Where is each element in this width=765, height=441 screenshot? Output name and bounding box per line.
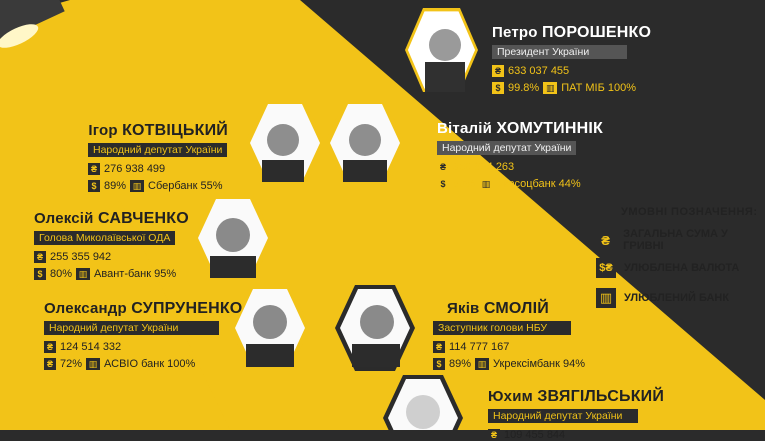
card-smolii: Яків СМОЛІЙ Заступник голови НБУ ₴ 114 7… <box>433 300 585 370</box>
last-name: САВЧЕНКО <box>97 210 189 227</box>
first-name: Віталій <box>437 120 493 137</box>
legend-bank-label: УЛЮБЛЕНИЙ БАНК <box>624 292 730 304</box>
last-name: ПОРОШЕНКО <box>541 24 652 41</box>
role-badge: Народний депутат України <box>488 409 638 423</box>
legend-currency-label: УЛЮБЛЕНА ВАЛЮТА <box>624 262 740 274</box>
total-sum-row: ₴ 114 777 167 <box>433 341 585 353</box>
bank-icon: ▥ <box>596 288 616 308</box>
role-badge: Народний депутат України <box>437 141 577 155</box>
currency-bank-row: $ 89% ▥ Сбербанк 55% <box>88 180 228 192</box>
currency-share: 99.8% <box>508 82 540 94</box>
total-sum: 633 037 455 <box>508 65 570 77</box>
last-name: КОТВІЦЬКИЙ <box>122 122 228 139</box>
bank-icon: ▥ <box>543 82 558 94</box>
dollar-icon: $ <box>34 268 46 280</box>
last-name: ЗВЯГІЛЬСЬКИЙ <box>537 388 665 405</box>
card-zviahilskyi: Юхим ЗВЯГІЛЬСЬКИЙ Народний депутат Украї… <box>488 388 664 441</box>
total-sum-row: ₴ 276 938 499 <box>88 163 228 175</box>
person-name: Олександр СУПРУНЕНКО <box>44 300 242 318</box>
currency-share: 89% <box>453 178 476 190</box>
currency-bank-row: $ 99.8% ▥ ПАТ МІБ 100% <box>492 82 651 94</box>
total-sum-row: ₴ 633 037 455 <box>492 65 651 77</box>
currency-share: 89% <box>104 180 127 192</box>
legend-bank: ▥ УЛЮБЛЕНИЙ БАНК <box>596 288 729 308</box>
hryvnia-icon: ₴ <box>596 230 616 250</box>
total-sum: 276 938 499 <box>104 163 166 175</box>
first-name: Петро <box>492 24 538 41</box>
favorite-bank: Укрсоцбанк 44% <box>497 178 581 190</box>
card-poroshenko: Петро ПОРОШЕНКО Президент України ₴ 633 … <box>492 24 651 94</box>
person-name: Ігор КОТВІЦЬКИЙ <box>88 122 228 140</box>
role-badge: Президент України <box>492 45 627 59</box>
hexagon-photos <box>193 8 478 430</box>
card-kotvitskyi: Ігор КОТВІЦЬКИЙ Народний депутат України… <box>88 122 228 192</box>
favorite-bank: Авант-банк 95% <box>94 268 177 280</box>
dollar-icon: $ <box>88 180 100 192</box>
total-sum-row: ₴ 255 355 942 <box>34 251 189 263</box>
hryvnia-icon: ₴ <box>437 161 449 173</box>
dollar-icon: $ <box>433 358 445 370</box>
currency-share: 72% <box>60 358 83 370</box>
role-badge: Голова Миколаївської ОДА <box>34 231 176 245</box>
legend-total: ₴ ЗАГАЛЬНА СУМА У ГРИВНІ <box>596 228 765 252</box>
hryvnia-icon: ₴ <box>44 358 56 370</box>
card-suprunenko: Олександр СУПРУНЕНКО Народний депутат Ук… <box>44 300 242 370</box>
dollar-icon: $ <box>492 82 504 94</box>
bank-icon: ▥ <box>76 268 91 280</box>
total-sum-row: ₴ 124 514 332 <box>44 341 242 353</box>
role-badge: Народний депутат України <box>88 143 228 157</box>
currency-bank-row: $ 89% ▥ Укрексімбанк 94% <box>433 358 585 370</box>
bank-icon: ▥ <box>86 358 101 370</box>
hryvnia-icon: ₴ <box>34 251 46 263</box>
hryvnia-icon: ₴ <box>492 65 504 77</box>
currency-share: 80% <box>50 268 73 280</box>
first-name: Ігор <box>88 122 118 139</box>
total-sum: 124 514 332 <box>60 341 122 353</box>
role-badge: Народний депутат України <box>44 321 219 335</box>
currency-bank-row: $ 80% ▥ Авант-банк 95% <box>34 268 189 280</box>
favorite-bank: Сбербанк 55% <box>148 180 223 192</box>
hryvnia-icon: ₴ <box>44 341 56 353</box>
last-name: СУПРУНЕНКО <box>131 300 243 317</box>
person-name: Олексій САВЧЕНКО <box>34 210 189 228</box>
favorite-bank: Укрексімбанк 94% <box>493 358 586 370</box>
role-badge: Заступник голови НБУ <box>433 321 571 335</box>
last-name: ХОМУТИННІК <box>496 120 603 137</box>
first-name: Юхим <box>488 388 533 405</box>
person-name: Петро ПОРОШЕНКО <box>492 24 651 42</box>
total-sum: 114 777 167 <box>449 341 510 353</box>
first-name: Олександр <box>44 300 127 317</box>
person-name: Віталій ХОМУТИННІК <box>437 120 603 138</box>
total-sum: 368 834 263 <box>453 161 515 173</box>
total-sum: 255 355 942 <box>50 251 112 263</box>
currency-bank-row: ₴ 72% ▥ АСВІО банк 100% <box>44 358 242 370</box>
bank-icon: ▥ <box>475 358 490 370</box>
card-savchenko: Олексій САВЧЕНКО Голова Миколаївської ОД… <box>34 210 189 280</box>
lamp-icon <box>0 0 65 48</box>
person-name: Яків СМОЛІЙ <box>433 300 585 318</box>
bank-icon: ▥ <box>479 178 494 190</box>
legend-currency: $₴ УЛЮБЛЕНА ВАЛЮТА <box>596 258 739 278</box>
bank-icon: ▥ <box>130 180 145 192</box>
person-name: Юхим ЗВЯГІЛЬСЬКИЙ <box>488 388 664 406</box>
currency-bank-row: $ 89% ▥ Укрсоцбанк 44% <box>437 178 603 190</box>
currency-share: 89% <box>449 358 472 370</box>
first-name: Олексій <box>34 210 94 227</box>
hryvnia-icon: ₴ <box>433 341 445 353</box>
legend-title: УМОВНІ ПОЗНАЧЕННЯ: <box>621 206 758 218</box>
currency-icon: $₴ <box>596 258 616 278</box>
hryvnia-icon: ₴ <box>88 163 100 175</box>
card-khomutynnik: Віталій ХОМУТИННІК Народний депутат Укра… <box>437 120 603 190</box>
first-name: Яків <box>447 300 480 317</box>
hryvnia-icon: ₴ <box>488 429 500 441</box>
dark-wedge <box>0 200 230 430</box>
favorite-bank: ПАТ МІБ 100% <box>561 82 636 94</box>
dollar-icon: $ <box>437 178 449 190</box>
last-name: СМОЛІЙ <box>483 300 549 317</box>
legend-total-label: ЗАГАЛЬНА СУМА У ГРИВНІ <box>623 228 728 252</box>
total-sum-row: ₴ 368 834 263 <box>437 161 603 173</box>
favorite-bank: АСВІО банк 100% <box>104 358 196 370</box>
total-sum-row: ₴ 109 455 844 <box>488 429 664 441</box>
total-sum: 109 455 844 <box>504 429 566 441</box>
